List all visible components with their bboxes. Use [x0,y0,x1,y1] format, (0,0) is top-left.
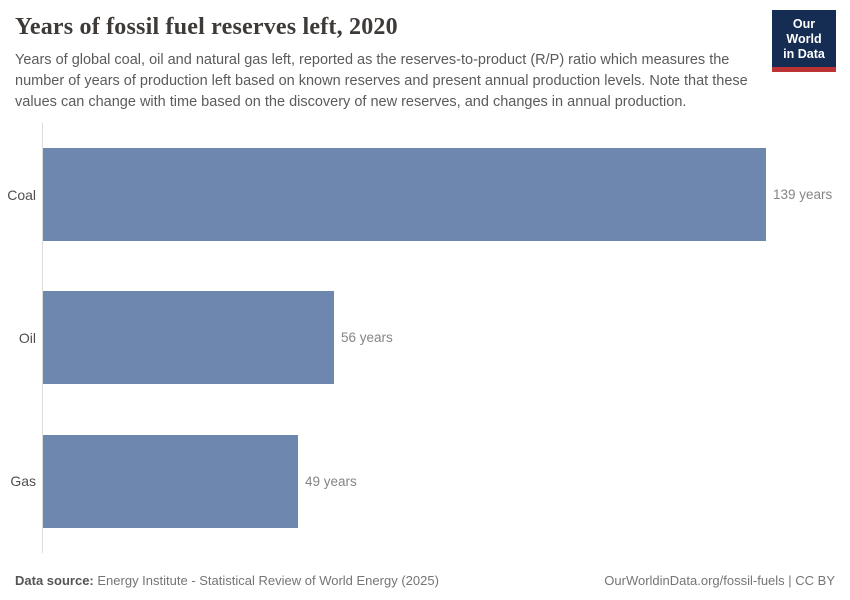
value-label-coal: 139 years [773,187,833,203]
y-axis-line [42,123,43,553]
owid-logo[interactable]: Our World in Data [772,10,836,73]
chart-footer: Data source: Energy Institute - Statisti… [15,573,835,588]
bar-row-coal: Coal 139 years [0,123,850,266]
owid-logo-line1: Our World [786,17,822,46]
bar-row-gas: Gas 49 years [0,410,850,553]
chart-header: Years of fossil fuel reserves left, 2020… [15,14,835,113]
data-source: Data source: Energy Institute - Statisti… [15,573,439,588]
owid-logo-line2: in Data [783,46,825,61]
category-label-coal: Coal [7,186,36,203]
value-label-oil: 56 years [341,330,393,346]
value-label-gas: 49 years [305,473,357,489]
bar-chart: Coal 139 years Oil 56 years Gas 49 years [0,123,850,553]
data-source-text: Energy Institute - Statistical Review of… [97,573,439,588]
bar-row-oil: Oil 56 years [0,266,850,409]
data-source-label: Data source: [15,573,94,588]
owid-url-license-link[interactable]: OurWorldinData.org/fossil-fuels | CC BY [604,573,835,588]
bar-gas[interactable] [43,434,298,528]
category-label-gas: Gas [10,473,36,490]
bar-oil[interactable] [43,291,334,385]
chart-subtitle: Years of global coal, oil and natural ga… [15,52,748,110]
category-label-oil: Oil [18,329,36,346]
bar-coal[interactable] [43,148,766,242]
chart-title: Years of fossil fuel reserves left, 2020 [15,14,398,40]
